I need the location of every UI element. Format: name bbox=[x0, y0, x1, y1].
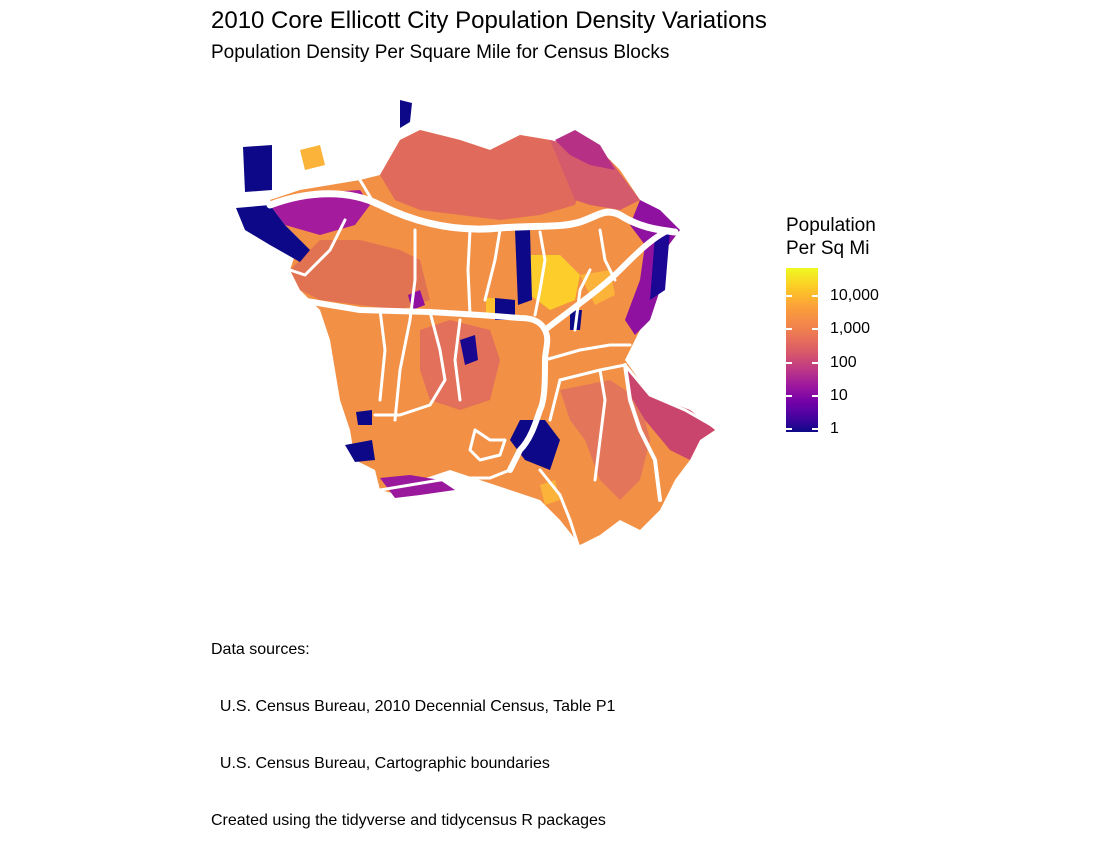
road-secondary-17 bbox=[358, 178, 377, 207]
legend-tick-10000-r bbox=[812, 295, 818, 297]
map-title: 2010 Core Ellicott City Population Densi… bbox=[211, 7, 767, 34]
legend-tick-1000-r bbox=[812, 328, 818, 330]
road-secondary-16 bbox=[573, 268, 592, 332]
region-mid-west bbox=[290, 240, 430, 310]
legend-tick-10-r bbox=[812, 395, 818, 397]
road-secondary-10 bbox=[548, 378, 562, 422]
road-highway-diagonal bbox=[542, 229, 668, 333]
road-secondary-4 bbox=[483, 228, 502, 302]
region-lowest-c1 bbox=[515, 230, 532, 305]
legend-label-1000: 1,000 bbox=[830, 320, 871, 337]
region-mid-north bbox=[380, 130, 590, 220]
road-secondary-18 bbox=[378, 308, 387, 402]
legend-label-1: 1 bbox=[830, 420, 839, 437]
legend-tick-1 bbox=[786, 428, 792, 430]
legend-label-10: 10 bbox=[830, 387, 848, 404]
region-lowest-s2 bbox=[345, 440, 375, 462]
legend-tick-1-r bbox=[812, 428, 818, 430]
road-secondary-19 bbox=[598, 228, 617, 282]
road-secondary-6 bbox=[533, 230, 547, 317]
region-high-5 bbox=[300, 145, 325, 170]
road-secondary-9 bbox=[593, 368, 607, 482]
legend-title-line2: Per Sq Mi bbox=[786, 238, 870, 259]
road-secondary-8 bbox=[558, 363, 722, 432]
road-secondary-12 bbox=[378, 468, 512, 492]
legend-tick-10000 bbox=[786, 295, 792, 297]
road-highway-central bbox=[297, 297, 551, 473]
legend-colorbar bbox=[786, 268, 818, 432]
road-secondary-15 bbox=[453, 318, 462, 402]
region-lowest-s1 bbox=[510, 420, 560, 470]
map-subtitle: Population Density Per Square Mile for C… bbox=[211, 42, 670, 63]
region-lowest-n bbox=[400, 100, 412, 128]
road-highway-east-west bbox=[266, 190, 679, 236]
legend-tick-1000 bbox=[786, 328, 792, 330]
region-mid-southeast bbox=[625, 365, 715, 460]
road-secondary-1 bbox=[288, 218, 347, 277]
road-secondary-13 bbox=[538, 468, 580, 547]
road-secondary-5 bbox=[373, 310, 447, 417]
legend-tick-100 bbox=[786, 362, 792, 364]
caption-line-4: Created using the tidyverse and tidycens… bbox=[211, 812, 606, 829]
region-low-northeast bbox=[555, 130, 615, 170]
region-mid-south bbox=[560, 380, 650, 500]
caption-line-1: Data sources: bbox=[211, 641, 310, 658]
density-map bbox=[236, 100, 722, 547]
road-secondary-11 bbox=[623, 363, 662, 502]
region-lowest-c3 bbox=[460, 335, 478, 365]
road-secondary-14 bbox=[468, 428, 507, 462]
region-mid-east bbox=[550, 140, 640, 210]
legend-label-100: 100 bbox=[830, 354, 857, 371]
caption-line-3: U.S. Census Bureau, Cartographic boundar… bbox=[211, 755, 550, 772]
legend-title-line1: Population bbox=[786, 215, 876, 236]
legend-tick-100-r bbox=[812, 362, 818, 364]
road-network bbox=[266, 178, 722, 547]
region-low-west bbox=[270, 190, 370, 235]
region-lowest-w bbox=[236, 205, 310, 262]
data-source-caption: Data sources: U.S. Census Bureau, 2010 D… bbox=[211, 602, 615, 849]
region-lowest-nw bbox=[243, 145, 272, 192]
road-secondary-7 bbox=[543, 343, 632, 362]
region-lowest-s3 bbox=[356, 410, 372, 425]
region-high-4 bbox=[540, 480, 560, 505]
legend-title: Population Per Sq Mi bbox=[786, 214, 876, 260]
road-secondary-3 bbox=[466, 228, 472, 317]
legend-tick-10 bbox=[786, 395, 792, 397]
legend-label-10000: 10,000 bbox=[830, 287, 879, 304]
road-secondary-2 bbox=[393, 228, 417, 422]
region-lowest-e bbox=[650, 230, 670, 300]
caption-line-2: U.S. Census Bureau, 2010 Decennial Censu… bbox=[211, 698, 616, 715]
